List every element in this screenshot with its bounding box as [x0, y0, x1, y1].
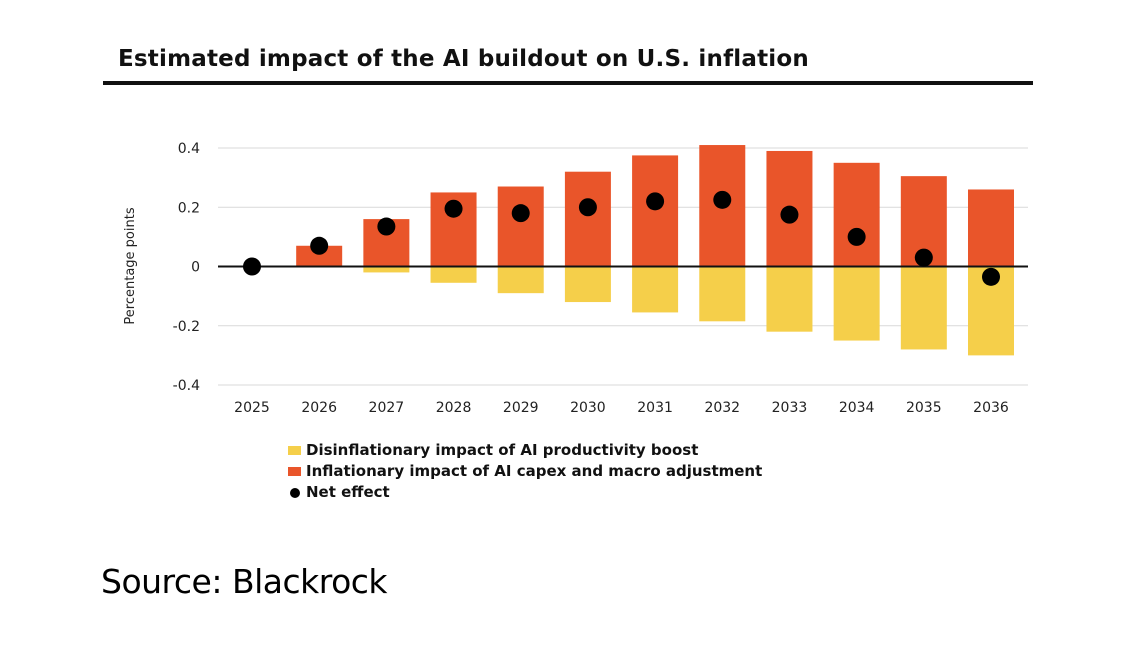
net-effect-dot-2035 [914, 248, 933, 267]
y-tick-label: -0.2 [173, 319, 200, 335]
y-tick-label: 0 [191, 260, 200, 276]
net-effect-dot-2028 [444, 199, 463, 218]
net-effect-dot-2031 [646, 192, 665, 211]
net-effect-dot-2034 [847, 227, 866, 246]
bar-inflationary-2026 [296, 245, 343, 267]
legend-item-inflationary: Inflationary impact of AI capex and macr… [288, 461, 762, 482]
x-tick-label-2027: 2027 [369, 400, 405, 416]
x-tick-label-2031: 2031 [637, 400, 673, 416]
x-tick-label-2025: 2025 [234, 400, 270, 416]
legend-label-inflationary: Inflationary impact of AI capex and macr… [306, 462, 763, 480]
bar-disinflationary-2031 [632, 266, 679, 313]
y-axis-label: Percentage points [123, 207, 138, 324]
y-tick-label: 0.2 [178, 200, 200, 216]
x-tick-label-2026: 2026 [301, 400, 337, 416]
net-effect-dot-2029 [511, 204, 530, 223]
bar-inflationary-2034 [833, 162, 880, 267]
bar-disinflationary-2027 [363, 266, 410, 273]
bar-disinflationary-2035 [900, 266, 947, 350]
bar-inflationary-2036 [968, 189, 1014, 267]
legend-item-net-effect: Net effect [288, 482, 762, 503]
x-tick-label-2032: 2032 [704, 400, 740, 416]
source-caption: Source: Blackrock [101, 562, 388, 601]
bar-inflationary-2031 [632, 155, 679, 267]
net-effect-dot-2027 [377, 217, 396, 236]
y-tick-label: -0.4 [173, 378, 200, 394]
net-effect-dot-2036 [982, 267, 1000, 286]
bar-disinflationary-2033 [766, 266, 813, 332]
x-tick-label-2036: 2036 [973, 400, 1009, 416]
x-tick-label-2029: 2029 [503, 400, 539, 416]
bar-disinflationary-2030 [564, 266, 611, 303]
x-tick-label-2033: 2033 [772, 400, 808, 416]
net-effect-dot-2033 [780, 205, 799, 224]
net-effect-dot-2030 [578, 198, 597, 217]
bar-inflationary-2029 [497, 186, 544, 267]
bar-disinflationary-2029 [497, 266, 544, 294]
legend-item-disinflationary: Disinflationary impact of AI productivit… [288, 440, 762, 461]
x-tick-label-2034: 2034 [839, 400, 875, 416]
legend-swatch-orange [288, 467, 301, 476]
net-effect-dot-2025 [243, 257, 261, 276]
y-tick-label: 0.4 [178, 141, 200, 157]
chart-title: Estimated impact of the AI buildout on U… [118, 46, 809, 72]
bar-disinflationary-2028 [430, 266, 477, 283]
title-rule [103, 81, 1033, 85]
x-tick-label-2035: 2035 [906, 400, 942, 416]
legend-label-net-effect: Net effect [306, 483, 390, 501]
legend-dot-icon [290, 487, 300, 498]
net-effect-dot-2026 [310, 236, 329, 255]
legend-swatch-yellow [288, 446, 301, 455]
bar-disinflationary-2032 [699, 266, 746, 322]
x-tick-label-2028: 2028 [436, 400, 472, 416]
legend-label-disinflationary: Disinflationary impact of AI productivit… [306, 441, 699, 459]
net-effect-dot-2032 [713, 190, 732, 209]
bar-inflationary-2030 [564, 171, 611, 267]
chart-plot: 0.4 0.2 0 -0.2 -0.4 2025 2026 2027 2028 2029 2030… [123, 141, 1028, 416]
legend: Disinflationary impact of AI productivit… [288, 440, 762, 503]
x-tick-label-2030: 2030 [570, 400, 606, 416]
bar-disinflationary-2034 [833, 266, 880, 341]
